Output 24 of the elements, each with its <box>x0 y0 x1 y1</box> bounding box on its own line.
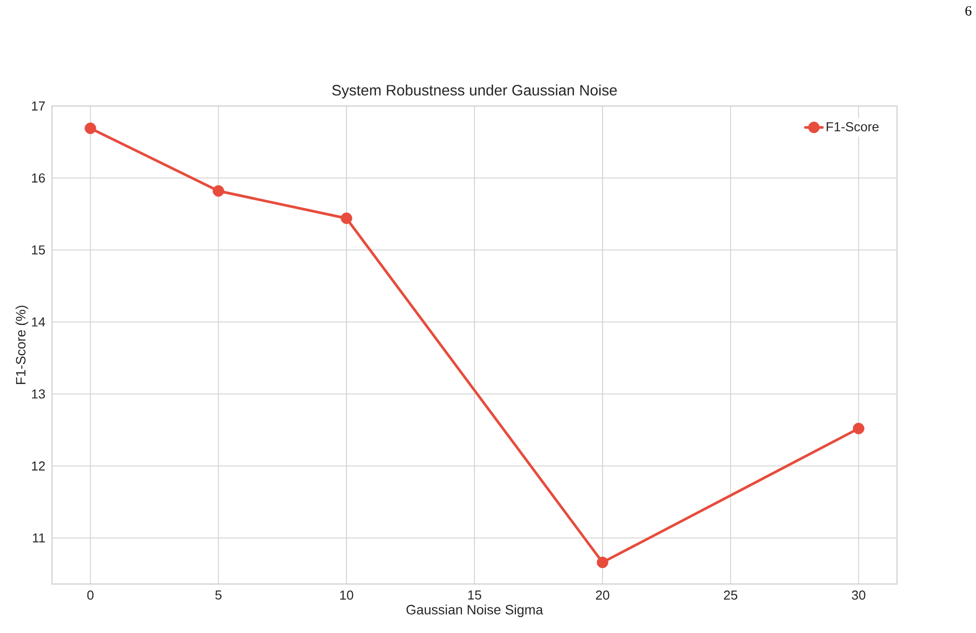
x-tick-label: 5 <box>215 590 222 600</box>
x-axis-title: Gaussian Noise Sigma <box>406 604 544 618</box>
x-tick-label: 15 <box>468 590 482 600</box>
x-tick-label: 25 <box>724 590 738 600</box>
x-tick-label: 10 <box>340 590 354 600</box>
point <box>596 556 608 568</box>
x-tick-label: 0 <box>87 590 94 600</box>
y-tick-label: 15 <box>32 245 45 255</box>
y-axis-title: F1-Score (%) <box>16 306 28 384</box>
point <box>84 122 96 134</box>
legend-label: F1-Score <box>826 122 879 132</box>
point <box>852 422 864 434</box>
y-tick-label: 16 <box>32 173 45 183</box>
chart-title: System Robustness under Gaussian Noise <box>332 84 617 98</box>
y-tick-label: 12 <box>32 461 45 470</box>
y-tick-label: 14 <box>32 317 46 326</box>
point <box>212 185 224 197</box>
text: 6 <box>965 6 972 16</box>
x-tick-label: 30 <box>852 590 866 600</box>
y-tick-label: 17 <box>32 102 45 110</box>
point <box>340 212 352 224</box>
y-tick-label: 11 <box>32 533 45 542</box>
y-tick-label: 13 <box>32 389 45 399</box>
x-tick-label: 20 <box>596 590 610 600</box>
